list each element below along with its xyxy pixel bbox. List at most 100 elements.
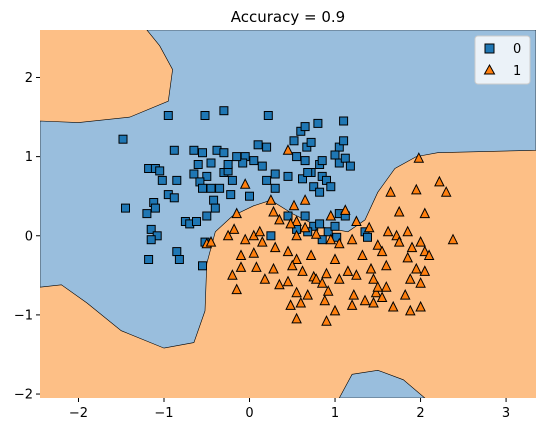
point-class-1-84: [387, 300, 399, 312]
legend: 0 1: [474, 35, 531, 85]
point-class-1-54: [423, 249, 435, 260]
point-class-0-57: [315, 187, 325, 197]
legend-box: [474, 35, 531, 85]
point-class-0-53: [262, 175, 272, 185]
point-class-0-4: [263, 111, 273, 120]
point-class-1-30: [256, 235, 268, 247]
point-class-1-96: [321, 315, 332, 326]
point-class-1-74: [368, 273, 379, 284]
x-tick-label: 0: [245, 406, 253, 421]
point-class-1-82: [370, 286, 382, 298]
x-tick-label: −2: [69, 406, 88, 421]
y-tick-label: −2: [14, 388, 33, 403]
point-class-1-0: [282, 144, 294, 155]
point-class-0-10: [198, 148, 207, 158]
point-class-1-40: [415, 235, 426, 247]
point-class-0-67: [142, 209, 152, 219]
point-class-1-37: [372, 239, 384, 250]
point-class-0-94: [363, 232, 372, 242]
point-class-1-49: [305, 249, 317, 260]
point-class-1-48: [291, 253, 302, 264]
point-class-1-7: [265, 194, 277, 205]
point-class-1-43: [205, 235, 217, 247]
point-class-1-47: [282, 245, 294, 257]
point-class-0-37: [270, 169, 280, 179]
point-class-0-2: [200, 111, 210, 120]
point-class-1-20: [363, 221, 375, 233]
point-class-1-70: [310, 273, 322, 284]
point-class-1-19: [419, 207, 431, 219]
point-class-1-3: [434, 175, 445, 187]
point-class-0-44: [345, 161, 355, 171]
point-class-0-63: [198, 183, 207, 193]
point-class-1-38: [393, 235, 405, 247]
point-class-1-15: [291, 215, 302, 226]
point-class-0-88: [266, 231, 276, 241]
point-class-1-28: [222, 229, 234, 241]
x-tick-label: 3: [502, 406, 510, 421]
x-tick-label: −1: [154, 406, 173, 421]
point-class-0-34: [223, 160, 233, 169]
point-class-1-78: [291, 286, 302, 298]
point-class-0-77: [174, 255, 184, 264]
point-class-1-75: [380, 281, 392, 292]
point-class-0-31: [206, 158, 216, 168]
point-class-0-45: [157, 175, 167, 185]
point-class-1-11: [325, 209, 337, 221]
point-class-1-69: [282, 275, 294, 287]
y-tick-label: −1: [14, 308, 33, 323]
point-class-0-49: [206, 183, 216, 193]
point-class-0-76: [172, 247, 182, 257]
point-class-1-93: [329, 304, 341, 316]
point-class-1-34: [325, 233, 337, 245]
point-class-0-61: [210, 203, 220, 213]
point-class-1-56: [251, 261, 262, 272]
point-class-0-9: [189, 145, 199, 155]
point-class-1-14: [274, 213, 285, 225]
point-class-0-66: [150, 203, 160, 213]
point-class-0-7: [313, 118, 323, 128]
point-class-1-66: [419, 265, 431, 276]
point-class-1-45: [248, 247, 260, 258]
point-class-0-48: [202, 171, 212, 181]
point-class-1-25: [228, 223, 240, 234]
point-class-0-19: [339, 136, 349, 146]
point-class-1-90: [285, 299, 296, 310]
point-class-1-85: [399, 288, 411, 300]
legend-marker-square-icon: [484, 43, 495, 54]
point-class-1-21: [382, 225, 394, 237]
point-class-0-80: [283, 211, 293, 221]
point-class-1-29: [239, 233, 251, 245]
point-class-0-24: [317, 156, 327, 166]
x-axis: −2 −1 0 1 2 3: [69, 398, 510, 421]
point-class-1-77: [415, 277, 426, 288]
point-class-0-54: [270, 183, 280, 193]
point-class-1-39: [406, 241, 418, 253]
point-class-1-5: [410, 183, 422, 195]
point-class-0-25: [300, 156, 310, 166]
point-class-0-68: [146, 224, 156, 234]
point-class-0-47: [189, 169, 199, 179]
point-class-0-39: [298, 174, 307, 184]
point-class-1-36: [346, 233, 358, 245]
point-class-1-65: [410, 262, 422, 274]
point-class-0-0: [118, 134, 128, 144]
point-class-1-46: [269, 241, 281, 253]
point-class-1-57: [268, 262, 279, 274]
point-class-1-63: [365, 262, 377, 274]
point-class-1-62: [342, 265, 354, 276]
point-class-0-46: [172, 175, 182, 185]
point-class-0-15: [289, 136, 299, 146]
point-class-0-20: [330, 150, 340, 160]
point-class-1-67: [227, 269, 238, 280]
class-0-region-bottom: [338, 369, 426, 398]
points-layer: [118, 106, 459, 326]
point-class-0-51: [209, 195, 219, 205]
point-class-0-41: [303, 168, 313, 177]
point-class-0-28: [155, 166, 165, 176]
point-class-0-12: [219, 148, 229, 158]
point-class-1-83: [376, 291, 388, 302]
point-class-0-78: [198, 261, 207, 271]
point-class-0-73: [192, 217, 201, 226]
point-class-0-21: [334, 158, 344, 168]
